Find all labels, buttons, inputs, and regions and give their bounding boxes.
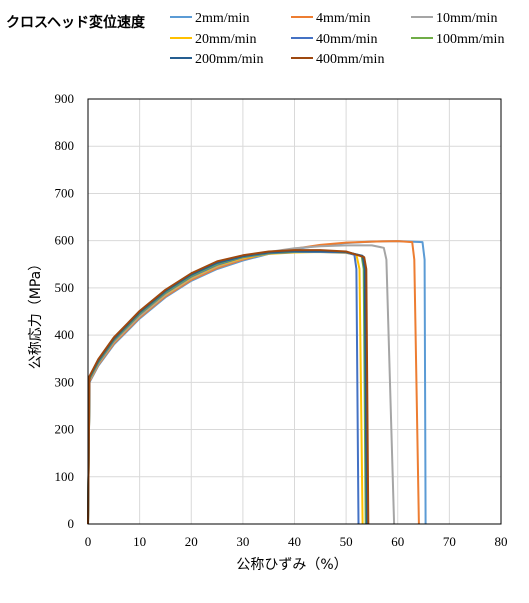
x-tick-label: 50 <box>340 534 353 549</box>
legend-item: 2mm/min <box>170 11 249 26</box>
y-tick-label: 800 <box>55 138 75 153</box>
y-tick-label: 500 <box>55 280 75 295</box>
x-tick-label: 20 <box>185 534 198 549</box>
x-tick-label: 30 <box>236 534 249 549</box>
legend-label: 200mm/min <box>195 52 263 67</box>
series-line-400mm-per-min <box>87 249 370 525</box>
legend-label: 400mm/min <box>316 52 384 67</box>
plot-border <box>87 98 502 525</box>
legend-label: 40mm/min <box>316 32 377 47</box>
x-tick-label: 60 <box>391 534 404 549</box>
x-axis-label: 公称ひずみ（%） <box>236 557 347 573</box>
y-tick-labels: 0 100 200 300 400 500 600 700 800 900 <box>55 91 75 531</box>
x-tick-label: 80 <box>495 534 508 549</box>
y-tick-label: 300 <box>55 374 75 389</box>
legend-item: 400mm/min <box>291 52 384 67</box>
legend-item: 40mm/min <box>291 32 377 47</box>
y-tick-label: 700 <box>55 185 75 200</box>
axes <box>87 98 502 525</box>
y-tick-label: 600 <box>55 233 75 248</box>
y-tick-label: 200 <box>55 422 75 437</box>
series-group <box>87 240 427 525</box>
x-tick-label: 70 <box>443 534 456 549</box>
x-tick-label: 0 <box>85 534 92 549</box>
x-tick-label: 10 <box>133 534 146 549</box>
y-tick-label: 0 <box>68 516 75 531</box>
legend-label: 4mm/min <box>316 11 370 26</box>
legend-label: 2mm/min <box>195 11 249 26</box>
y-axis-label: 公称応力（MPa） <box>28 257 44 369</box>
legend: 2mm/min 4mm/min 10mm/min 20mm/min 40mm/min 10… <box>170 11 504 67</box>
legend-label: 100mm/min <box>436 32 504 47</box>
x-tick-label: 40 <box>288 534 301 549</box>
legend-item: 4mm/min <box>291 11 370 26</box>
legend-label: 10mm/min <box>436 11 497 26</box>
y-tick-label: 400 <box>55 327 75 342</box>
legend-label: 20mm/min <box>195 32 256 47</box>
legend-item: 10mm/min <box>411 11 497 26</box>
legend-item: 100mm/min <box>411 32 504 47</box>
legend-title: クロスヘッド変位速度 <box>6 14 146 31</box>
x-tick-labels: 0 10 20 30 40 50 60 70 80 <box>85 534 508 549</box>
legend-item: 200mm/min <box>170 52 263 67</box>
y-tick-label: 100 <box>55 469 75 484</box>
legend-item: 20mm/min <box>170 32 256 47</box>
y-tick-label: 900 <box>55 91 75 106</box>
